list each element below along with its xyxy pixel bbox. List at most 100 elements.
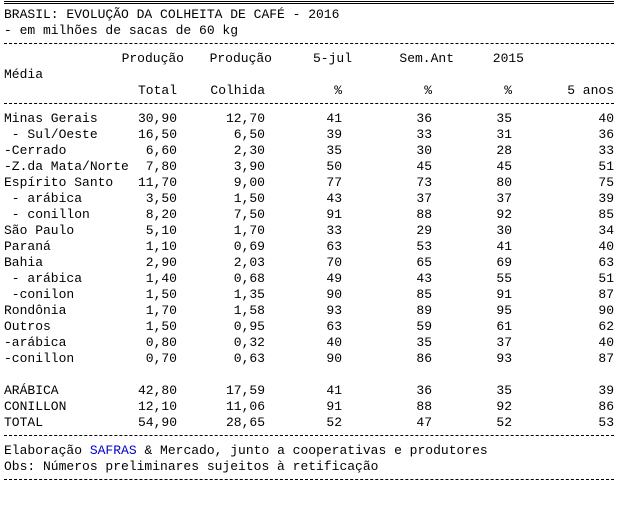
cell-5-jul: 50 xyxy=(326,159,342,174)
cell-sem-ant: 30 xyxy=(416,143,432,158)
row-name: Espírito Santo xyxy=(4,175,114,190)
cell-sem-ant: 65 xyxy=(416,255,432,270)
cell-total: 1,50 xyxy=(145,319,177,334)
row-name: Rondônia xyxy=(4,303,67,318)
cell-5-jul: 41 xyxy=(326,111,342,126)
row-name: Bahia xyxy=(4,255,44,270)
cell-total: 1,10 xyxy=(145,239,177,254)
cell-media-5-anos: 62 xyxy=(598,319,614,334)
cell-colhida: 1,35 xyxy=(233,287,265,302)
table-row: - Sul/Oeste 16,50 6,50 39 33 31 36 xyxy=(4,127,614,143)
cell-2015: 93 xyxy=(496,351,512,366)
header-pct-sem: % xyxy=(424,83,432,98)
cell-media-5-anos: 40 xyxy=(598,335,614,350)
cell-sem-ant: 53 xyxy=(416,239,432,254)
cell-total: 6,60 xyxy=(145,143,177,158)
footer-top-rule xyxy=(4,435,614,443)
cell-total: 11,70 xyxy=(137,175,177,190)
cell-media-5-anos: 63 xyxy=(598,255,614,270)
safras-brand: SAFRAS xyxy=(89,443,137,458)
cell-5-jul: 33 xyxy=(326,223,342,238)
cell-5-jul: 91 xyxy=(326,207,342,222)
cell-colhida: 1,70 xyxy=(233,223,265,238)
row-name: -Cerrado xyxy=(4,143,67,158)
cell-colhida: 1,58 xyxy=(233,303,265,318)
header-bottom-rule xyxy=(4,103,614,111)
cell-2015: 91 xyxy=(496,287,512,302)
cell-sem-ant: 29 xyxy=(416,223,432,238)
table-row: Paraná 1,10 0,69 63 53 41 40 xyxy=(4,239,614,255)
cell-2015: 92 xyxy=(496,399,512,414)
cell-colhida: 0,95 xyxy=(233,319,265,334)
cell-total: 16,50 xyxy=(137,127,177,142)
report-title: BRASIL: EVOLUÇÃO DA COLHEITA DE CAFÉ - 2… xyxy=(4,7,340,22)
cell-2015: 41 xyxy=(496,239,512,254)
cell-2015: 45 xyxy=(496,159,512,174)
cell-sem-ant: 47 xyxy=(416,415,432,430)
cell-colhida: 7,50 xyxy=(233,207,265,222)
cell-total: 42,80 xyxy=(137,383,177,398)
cell-total: 12,10 xyxy=(137,399,177,414)
elab-prefix: Elaboração xyxy=(4,443,90,458)
footer-bottom-rule xyxy=(4,479,614,487)
cell-5-jul: 40 xyxy=(326,335,342,350)
cell-sem-ant: 85 xyxy=(416,287,432,302)
cell-sem-ant: 36 xyxy=(416,111,432,126)
cell-total: 7,80 xyxy=(145,159,177,174)
cell-media-5-anos: 51 xyxy=(598,271,614,286)
spacer xyxy=(4,367,614,383)
cell-5-jul: 77 xyxy=(326,175,342,190)
cell-5-jul: 35 xyxy=(326,143,342,158)
table-row: -conilon 1,50 1,35 90 85 91 87 xyxy=(4,287,614,303)
footer-obs: Obs: Números preliminares sujeitos à ret… xyxy=(4,459,379,474)
cell-sem-ant: 37 xyxy=(416,191,432,206)
cell-colhida: 1,50 xyxy=(233,191,265,206)
cell-media-5-anos: 53 xyxy=(598,415,614,430)
cell-sem-ant: 36 xyxy=(416,383,432,398)
cell-media-5-anos: 40 xyxy=(598,111,614,126)
row-name: - conillon xyxy=(4,207,90,222)
cell-5-jul: 63 xyxy=(326,239,342,254)
cell-total: 1,70 xyxy=(145,303,177,318)
header-producao-total: Produção xyxy=(121,51,184,66)
table-row: - conillon 8,20 7,50 91 88 92 85 xyxy=(4,207,614,223)
cell-5-jul: 52 xyxy=(326,415,342,430)
top-double-rule xyxy=(4,1,614,7)
cell-5-jul: 70 xyxy=(326,255,342,270)
cell-2015: 52 xyxy=(496,415,512,430)
cell-2015: 35 xyxy=(496,111,512,126)
header-pct-2015: % xyxy=(504,83,512,98)
cell-sem-ant: 89 xyxy=(416,303,432,318)
table-row: -Cerrado 6,60 2,30 35 30 28 33 xyxy=(4,143,614,159)
cell-2015: 69 xyxy=(496,255,512,270)
cell-2015: 37 xyxy=(496,335,512,350)
cell-sem-ant: 35 xyxy=(416,335,432,350)
elab-suffix: & Mercado, junto a cooperativas e produt… xyxy=(136,443,488,458)
cell-colhida: 2,30 xyxy=(233,143,265,158)
cell-media-5-anos: 34 xyxy=(598,223,614,238)
report-document: BRASIL: EVOLUÇÃO DA COLHEITA DE CAFÉ - 2… xyxy=(4,0,614,487)
cell-total: 54,90 xyxy=(137,415,177,430)
cell-media-5-anos: 51 xyxy=(598,159,614,174)
table-row: Minas Gerais 30,90 12,70 41 36 35 40 xyxy=(4,111,614,127)
header-5-jul: 5-jul xyxy=(312,51,352,66)
row-name: - arábica xyxy=(4,191,83,206)
table-row: Rondônia 1,70 1,58 93 89 95 90 xyxy=(4,303,614,319)
cell-sem-ant: 88 xyxy=(416,207,432,222)
row-name: - arábica xyxy=(4,271,83,286)
cell-5-jul: 63 xyxy=(326,319,342,334)
cell-2015: 28 xyxy=(496,143,512,158)
table-row: Espírito Santo 11,70 9,00 77 73 80 75 xyxy=(4,175,614,191)
row-name: ARÁBICA xyxy=(4,383,59,398)
cell-sem-ant: 45 xyxy=(416,159,432,174)
header-total: Total xyxy=(137,83,177,98)
row-name: -Z.da Mata/Norte xyxy=(4,159,129,174)
cell-5-jul: 41 xyxy=(326,383,342,398)
cell-colhida: 0,32 xyxy=(233,335,265,350)
cell-total: 3,50 xyxy=(145,191,177,206)
row-name: CONILLON xyxy=(4,399,67,414)
cell-total: 1,50 xyxy=(145,287,177,302)
cell-media-5-anos: 39 xyxy=(598,383,614,398)
row-name: Paraná xyxy=(4,239,51,254)
footer-elaboracao: Elaboração SAFRAS & Mercado, junto a coo… xyxy=(4,443,614,459)
